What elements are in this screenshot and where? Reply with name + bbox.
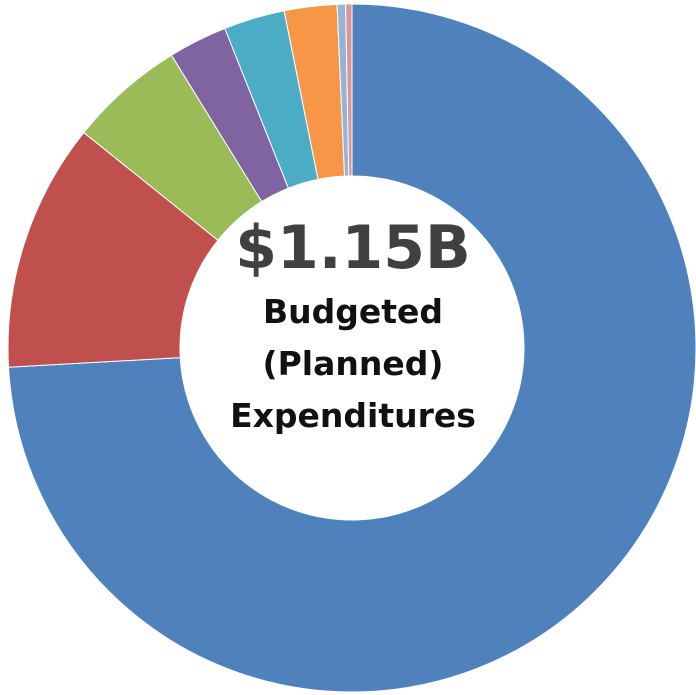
donut-slices: [7, 3, 696, 693]
total-budget-value: $1.15B: [235, 213, 471, 283]
center-line-expenditures: Expenditures: [230, 396, 476, 435]
center-line-planned: (Planned): [262, 344, 444, 383]
donut-slice-8: [345, 3, 353, 177]
donut-center-label: $1.15B Budgeted (Planned) Expenditures: [178, 210, 528, 442]
donut-slice-1: [8, 3, 696, 693]
center-line-budgeted: Budgeted: [262, 292, 444, 331]
donut-slice-2: [7, 131, 219, 368]
